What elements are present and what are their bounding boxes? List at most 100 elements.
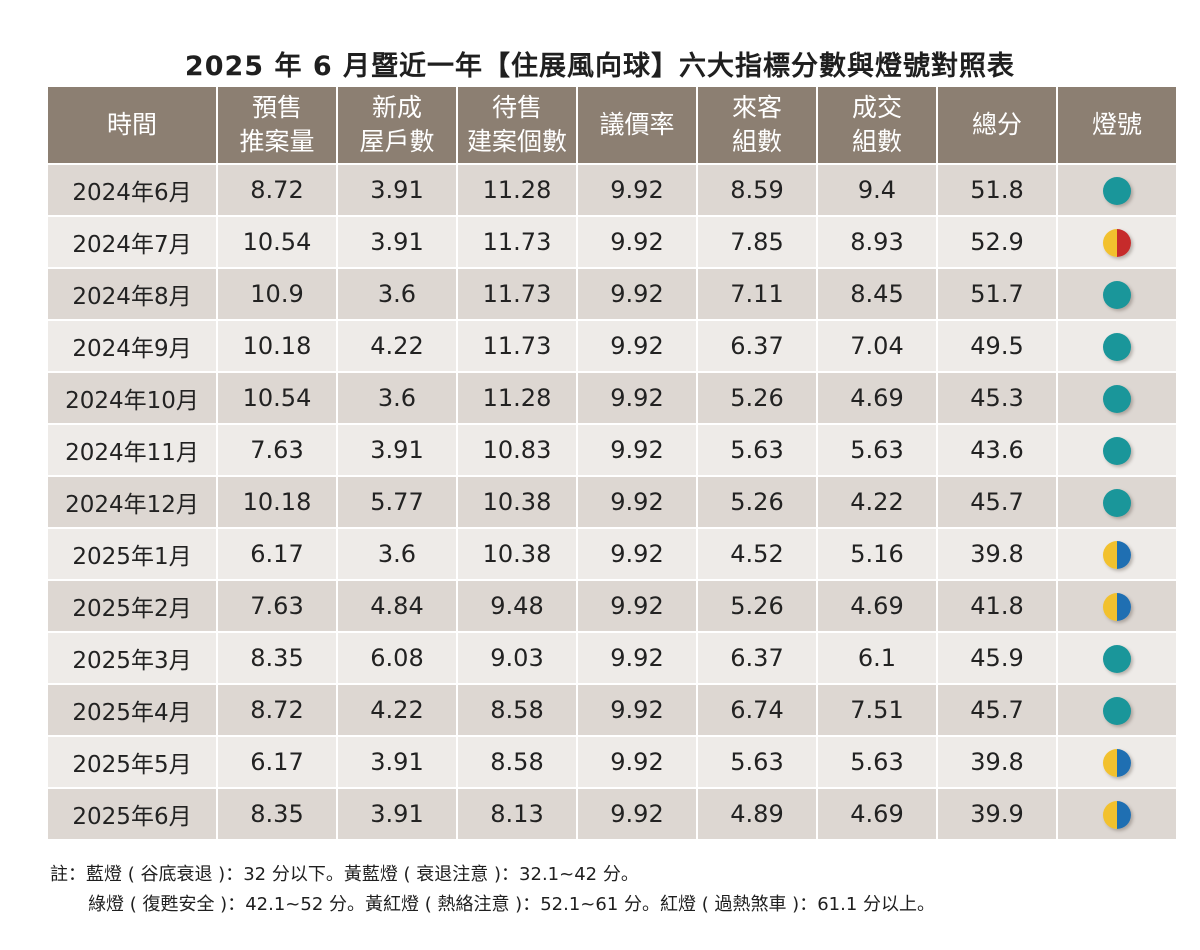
cell-bargain-rate: 9.92 bbox=[576, 683, 698, 737]
cell-bargain-rate: 9.92 bbox=[576, 371, 698, 425]
cell-presale: 8.72 bbox=[216, 683, 338, 737]
cell-visitors: 5.63 bbox=[696, 735, 818, 789]
cell-light bbox=[1056, 163, 1178, 217]
cell-bargain-rate: 9.92 bbox=[576, 475, 698, 529]
cell-presale: 10.9 bbox=[216, 267, 338, 321]
cell-light bbox=[1056, 215, 1178, 269]
cell-bargain-rate: 9.92 bbox=[576, 215, 698, 269]
table-row: 2025年2月 7.63 4.84 9.48 9.92 5.26 4.69 41.8 bbox=[46, 579, 1178, 633]
cell-deals: 4.22 bbox=[816, 475, 938, 529]
table-row: 2024年8月 10.9 3.6 11.73 9.92 7.11 8.45 51.7 bbox=[46, 267, 1178, 321]
cell-pending: 8.58 bbox=[456, 683, 578, 737]
cell-period: 2025年6月 bbox=[46, 787, 218, 841]
blue-light-icon bbox=[1103, 384, 1131, 413]
cell-new-homes: 5.77 bbox=[336, 475, 458, 529]
cell-total: 52.9 bbox=[936, 215, 1058, 269]
cell-visitors: 5.63 bbox=[696, 423, 818, 477]
cell-deals: 5.16 bbox=[816, 527, 938, 581]
cell-pending: 11.73 bbox=[456, 319, 578, 373]
cell-pending: 11.28 bbox=[456, 163, 578, 217]
header-deals: 成交 組數 bbox=[816, 85, 938, 165]
cell-period: 2024年6月 bbox=[46, 163, 218, 217]
cell-period: 2024年9月 bbox=[46, 319, 218, 373]
cell-total: 45.9 bbox=[936, 631, 1058, 685]
cell-light bbox=[1056, 683, 1178, 737]
cell-visitors: 6.37 bbox=[696, 319, 818, 373]
cell-period: 2024年7月 bbox=[46, 215, 218, 269]
blue-light-icon bbox=[1103, 644, 1131, 673]
yellow-blue-light-icon bbox=[1103, 800, 1131, 829]
yellow-blue-light-icon bbox=[1103, 540, 1131, 569]
cell-period: 2025年4月 bbox=[46, 683, 218, 737]
table-row: 2025年5月 6.17 3.91 8.58 9.92 5.63 5.63 39.8 bbox=[46, 735, 1178, 789]
header-period: 時間 bbox=[46, 85, 218, 165]
cell-period: 2024年8月 bbox=[46, 267, 218, 321]
blue-light-icon bbox=[1103, 176, 1131, 205]
legend-note-line2: 綠燈 ( 復甦安全 )：42.1~52 分。黃紅燈 ( 熱絡注意 )：52.1~… bbox=[88, 894, 935, 915]
cell-deals: 8.45 bbox=[816, 267, 938, 321]
cell-pending: 8.58 bbox=[456, 735, 578, 789]
blue-light-icon bbox=[1103, 436, 1131, 465]
cell-light bbox=[1056, 631, 1178, 685]
yellow-blue-light-icon bbox=[1103, 592, 1131, 621]
blue-light-icon bbox=[1103, 280, 1131, 309]
cell-new-homes: 3.91 bbox=[336, 163, 458, 217]
cell-presale: 7.63 bbox=[216, 423, 338, 477]
cell-pending: 10.38 bbox=[456, 527, 578, 581]
cell-visitors: 7.85 bbox=[696, 215, 818, 269]
cell-pending: 11.28 bbox=[456, 371, 578, 425]
cell-visitors: 7.11 bbox=[696, 267, 818, 321]
cell-total: 39.9 bbox=[936, 787, 1058, 841]
cell-new-homes: 4.22 bbox=[336, 683, 458, 737]
cell-visitors: 6.37 bbox=[696, 631, 818, 685]
header-visitors: 來客 組數 bbox=[696, 85, 818, 165]
cell-visitors: 4.89 bbox=[696, 787, 818, 841]
header-new-homes: 新成 屋戶數 bbox=[336, 85, 458, 165]
cell-deals: 6.1 bbox=[816, 631, 938, 685]
cell-pending: 11.73 bbox=[456, 215, 578, 269]
cell-total: 43.6 bbox=[936, 423, 1058, 477]
cell-presale: 6.17 bbox=[216, 527, 338, 581]
cell-bargain-rate: 9.92 bbox=[576, 631, 698, 685]
cell-total: 45.7 bbox=[936, 683, 1058, 737]
cell-presale: 6.17 bbox=[216, 735, 338, 789]
header-presale: 預售 推案量 bbox=[216, 85, 338, 165]
cell-bargain-rate: 9.92 bbox=[576, 163, 698, 217]
cell-visitors: 6.74 bbox=[696, 683, 818, 737]
cell-deals: 4.69 bbox=[816, 787, 938, 841]
cell-period: 2024年10月 bbox=[46, 371, 218, 425]
cell-bargain-rate: 9.92 bbox=[576, 423, 698, 477]
indicator-table: 時間 預售 推案量 新成 屋戶數 待售 建案個數 議價率 來客 組數 成交 組數 總分 燈… bbox=[46, 85, 1178, 841]
cell-period: 2025年2月 bbox=[46, 579, 218, 633]
table-row: 2025年4月 8.72 4.22 8.58 9.92 6.74 7.51 45.7 bbox=[46, 683, 1178, 737]
cell-new-homes: 4.84 bbox=[336, 579, 458, 633]
cell-pending: 9.48 bbox=[456, 579, 578, 633]
cell-deals: 8.93 bbox=[816, 215, 938, 269]
cell-light bbox=[1056, 579, 1178, 633]
cell-total: 41.8 bbox=[936, 579, 1058, 633]
cell-visitors: 5.26 bbox=[696, 579, 818, 633]
cell-total: 51.7 bbox=[936, 267, 1058, 321]
cell-period: 2025年3月 bbox=[46, 631, 218, 685]
cell-period: 2025年5月 bbox=[46, 735, 218, 789]
cell-pending: 11.73 bbox=[456, 267, 578, 321]
cell-presale: 8.35 bbox=[216, 631, 338, 685]
cell-bargain-rate: 9.92 bbox=[576, 267, 698, 321]
cell-deals: 7.04 bbox=[816, 319, 938, 373]
cell-new-homes: 6.08 bbox=[336, 631, 458, 685]
table-row: 2025年3月 8.35 6.08 9.03 9.92 6.37 6.1 45.9 bbox=[46, 631, 1178, 685]
yellow-blue-light-icon bbox=[1103, 748, 1131, 777]
cell-presale: 10.18 bbox=[216, 475, 338, 529]
table-row: 2025年6月 8.35 3.91 8.13 9.92 4.89 4.69 39.9 bbox=[46, 787, 1178, 841]
cell-pending: 8.13 bbox=[456, 787, 578, 841]
cell-visitors: 5.26 bbox=[696, 371, 818, 425]
cell-pending: 10.38 bbox=[456, 475, 578, 529]
cell-new-homes: 3.91 bbox=[336, 787, 458, 841]
cell-deals: 4.69 bbox=[816, 579, 938, 633]
cell-bargain-rate: 9.92 bbox=[576, 579, 698, 633]
cell-new-homes: 4.22 bbox=[336, 319, 458, 373]
cell-total: 45.3 bbox=[936, 371, 1058, 425]
legend-note-line1: 註：藍燈 ( 谷底衰退 )：32 分以下。黃藍燈 ( 衰退注意 )：32.1~4… bbox=[50, 864, 639, 885]
cell-new-homes: 3.91 bbox=[336, 735, 458, 789]
page-title: 2025 年 6 月暨近一年【住展風向球】六大指標分數與燈號對照表 bbox=[184, 51, 1016, 82]
